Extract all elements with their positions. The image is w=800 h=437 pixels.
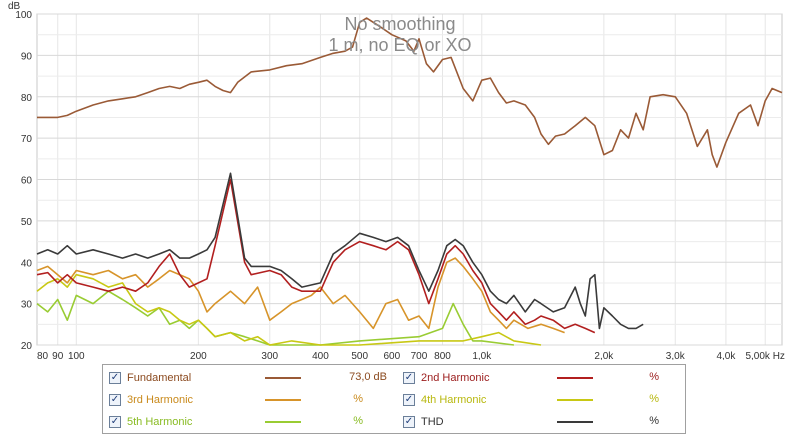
x-tick-label: 800 (434, 351, 451, 360)
legend-item-fundamental[interactable]: ✓ Fundamental (109, 367, 191, 389)
checkbox-checked-icon[interactable]: ✓ (403, 394, 415, 406)
legend-row: ✓ 3rd Harmonic % ✓ 4th Harmonic % (103, 389, 685, 411)
series-line-fundamental (37, 17, 783, 168)
x-tick-label: 300 (261, 351, 278, 360)
checkbox-checked-icon[interactable]: ✓ (403, 416, 415, 428)
series-line-thd (36, 172, 644, 330)
checkbox-checked-icon[interactable]: ✓ (403, 372, 415, 384)
x-tick-label: 3,0k (666, 351, 686, 360)
legend-label-fundamental: Fundamental (127, 372, 192, 384)
legend-item-4th-harmonic[interactable]: ✓ 4th Harmonic (403, 389, 486, 411)
y-tick-label: 70 (21, 134, 33, 145)
legend-value-2nd-harmonic: % (649, 371, 659, 383)
legend-swatch-5th-harmonic (265, 421, 301, 423)
x-tick-label: 4,0k (716, 351, 736, 360)
y-tick-label: 90 (21, 51, 33, 62)
x-tick-label: 700 (411, 351, 428, 360)
legend-swatch-4th-harmonic (557, 399, 593, 401)
x-tick-label: 2,0k (594, 351, 614, 360)
series-line-3rd-harmonic (36, 257, 565, 334)
legend-value-fundamental: 73,0 dB (349, 371, 387, 383)
legend-row: ✓ 5th Harmonic % ✓ THD % (103, 411, 685, 433)
y-tick-label: 50 (21, 217, 33, 228)
legend-swatch-2nd-harmonic (557, 377, 593, 379)
y-axis-label: dB (8, 1, 21, 12)
legend-swatch-3rd-harmonic (265, 399, 301, 401)
checkbox-checked-icon[interactable]: ✓ (109, 394, 121, 406)
legend-label-3rd-harmonic: 3rd Harmonic (127, 394, 194, 406)
legend-swatch-fundamental (265, 377, 301, 379)
y-tick-label: 100 (15, 10, 32, 21)
legend: ✓ Fundamental 73,0 dB ✓ 2nd Harmonic % ✓… (102, 364, 686, 434)
y-tick-label: 30 (21, 300, 33, 311)
y-tick-label: 40 (21, 258, 33, 269)
x-tick-label: 1,0k (472, 351, 492, 360)
chart-title: No smoothing (344, 14, 455, 34)
legend-label-4th-harmonic: 4th Harmonic (421, 394, 487, 406)
legend-item-3rd-harmonic[interactable]: ✓ 3rd Harmonic (109, 389, 193, 411)
chart-subtitle: 1 m, no EQ or XO (328, 35, 471, 55)
series-line-2nd-harmonic (36, 178, 596, 334)
legend-value-5th-harmonic: % (353, 415, 363, 427)
x-tick-label: 100 (68, 351, 85, 360)
legend-row: ✓ Fundamental 73,0 dB ✓ 2nd Harmonic % (103, 367, 685, 389)
legend-value-3rd-harmonic: % (353, 393, 363, 405)
legend-item-thd[interactable]: ✓ THD (403, 411, 444, 433)
legend-label-thd: THD (421, 416, 444, 428)
x-tick-label: 80 (37, 351, 49, 360)
y-tick-label: 20 (21, 341, 33, 352)
series-line-4th-harmonic (36, 273, 542, 346)
x-axis: 80 90 100 200 300 400 500 600 700 800 1,0k 2,0k 3,0k… (37, 351, 785, 360)
x-tick-label: 5,00k Hz (745, 351, 784, 360)
y-tick-label: 60 (21, 176, 33, 187)
legend-value-thd: % (649, 415, 659, 427)
legend-item-5th-harmonic[interactable]: ✓ 5th Harmonic (109, 411, 192, 433)
x-tick-label: 500 (351, 351, 368, 360)
series-lines (36, 17, 783, 346)
x-tick-label: 200 (190, 351, 207, 360)
gridlines (37, 13, 782, 346)
checkbox-checked-icon[interactable]: ✓ (109, 372, 121, 384)
x-tick-label: 600 (383, 351, 400, 360)
y-tick-label: 80 (21, 93, 33, 104)
legend-swatch-thd (557, 421, 593, 423)
legend-item-2nd-harmonic[interactable]: ✓ 2nd Harmonic (403, 367, 489, 389)
y-axis: 20 30 40 50 60 70 80 90 100 (15, 10, 32, 352)
legend-label-5th-harmonic: 5th Harmonic (127, 416, 193, 428)
legend-value-4th-harmonic: % (649, 393, 659, 405)
legend-label-2nd-harmonic: 2nd Harmonic (421, 372, 490, 384)
checkbox-checked-icon[interactable]: ✓ (109, 416, 121, 428)
x-tick-label: 400 (312, 351, 329, 360)
x-tick-label: 90 (52, 351, 64, 360)
